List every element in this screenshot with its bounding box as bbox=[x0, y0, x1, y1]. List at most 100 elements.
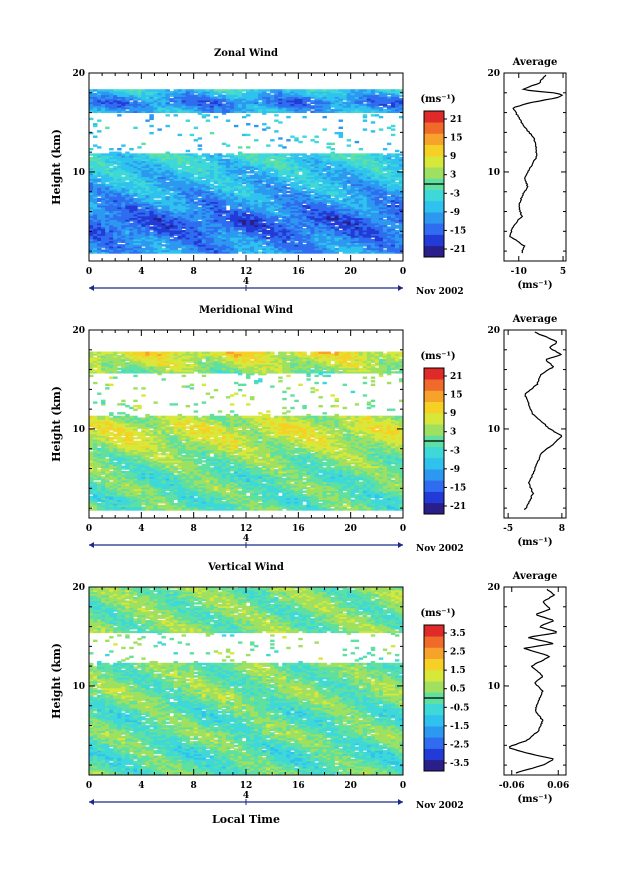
heatmap-cell bbox=[258, 229, 263, 233]
heatmap-cell bbox=[221, 215, 227, 219]
heatmap-cell bbox=[282, 221, 287, 224]
heatmap-cell bbox=[346, 251, 352, 254]
heatmap-cell bbox=[326, 222, 331, 226]
heatmap-cell bbox=[366, 162, 372, 165]
heatmap-cell bbox=[189, 242, 195, 245]
heatmap-cell bbox=[189, 165, 195, 169]
heatmap-cell bbox=[129, 172, 134, 176]
heatmap-cell bbox=[117, 233, 122, 236]
heatmap-cell bbox=[262, 240, 267, 243]
heatmap-cell bbox=[129, 156, 134, 160]
heatmap-cell bbox=[201, 196, 207, 199]
heatmap-cell bbox=[354, 206, 360, 210]
heatmap-cell bbox=[205, 206, 211, 210]
heatmap-cell bbox=[278, 101, 283, 105]
heatmap-cell bbox=[93, 197, 98, 201]
heatmap-cell bbox=[173, 217, 178, 220]
heatmap-cell bbox=[298, 156, 303, 160]
heatmap-cell bbox=[121, 245, 126, 249]
heatmap-cell bbox=[93, 101, 98, 105]
heatmap-cell bbox=[282, 156, 287, 160]
heatmap-cell bbox=[298, 208, 303, 211]
heatmap-cell bbox=[113, 221, 118, 224]
heatmap-cell bbox=[165, 178, 170, 181]
heatmap-cell bbox=[262, 155, 267, 158]
heatmap-cell bbox=[165, 249, 170, 252]
heatmap-cell bbox=[270, 167, 275, 170]
heatmap-cell bbox=[354, 197, 360, 201]
heatmap-cell bbox=[326, 169, 331, 172]
heatmap-cell bbox=[330, 185, 335, 188]
heatmap-cell bbox=[330, 105, 335, 108]
heatmap-cell bbox=[241, 185, 247, 188]
heatmap-cell bbox=[217, 231, 223, 235]
heatmap-cell bbox=[229, 192, 235, 195]
heatmap-cell bbox=[258, 247, 263, 251]
heatmap-cell bbox=[350, 110, 356, 113]
heatmap-cell bbox=[201, 240, 207, 243]
heatmap-cell bbox=[237, 169, 243, 172]
heatmap-cell bbox=[185, 183, 191, 186]
heatmap-cell bbox=[161, 199, 166, 203]
heatmap-cell bbox=[137, 169, 142, 172]
heatmap-cell bbox=[105, 235, 110, 238]
heatmap-cell bbox=[386, 169, 392, 172]
heatmap-cell bbox=[386, 233, 392, 236]
heatmap-cell bbox=[105, 251, 110, 254]
heatmap-cell bbox=[322, 208, 327, 211]
heatmap-cell bbox=[121, 103, 126, 106]
heatmap-cell bbox=[169, 98, 174, 101]
heatmap-cell bbox=[157, 98, 162, 101]
heatmap-cell bbox=[169, 229, 174, 233]
heatmap-cell bbox=[310, 101, 315, 105]
heatmap-cell bbox=[153, 176, 158, 179]
heatmap-cell bbox=[173, 206, 178, 210]
heatmap-cell bbox=[241, 222, 247, 226]
heatmap-cell bbox=[121, 185, 126, 188]
heatmap-cell bbox=[233, 208, 239, 211]
heatmap-cell bbox=[161, 219, 166, 222]
heatmap-cell bbox=[254, 245, 259, 249]
heatmap-cell bbox=[173, 165, 178, 169]
heatmap-cell bbox=[221, 238, 227, 242]
heatmap-cell bbox=[390, 222, 396, 226]
heatmap-cell bbox=[286, 171, 291, 174]
heatmap-cell bbox=[366, 240, 372, 243]
heatmap-cell bbox=[113, 172, 118, 176]
heatmap-cell bbox=[153, 178, 158, 181]
heatmap-cell bbox=[165, 192, 170, 195]
heatmap-cell bbox=[398, 103, 403, 106]
heatmap-cell bbox=[318, 108, 323, 112]
heatmap-cell bbox=[270, 242, 275, 245]
heatmap-cell bbox=[298, 107, 303, 110]
heatmap-cell bbox=[129, 212, 134, 215]
heatmap-cell bbox=[133, 208, 138, 211]
heatmap-cell bbox=[137, 249, 142, 252]
heatmap-cell bbox=[221, 247, 227, 251]
heatmap-cell bbox=[93, 238, 98, 242]
heatmap-cell bbox=[318, 153, 323, 156]
heatmap-cell bbox=[378, 158, 384, 162]
heatmap-cell bbox=[282, 181, 287, 185]
heatmap-cell bbox=[390, 153, 396, 156]
heatmap-cell bbox=[250, 205, 255, 208]
heatmap-cell bbox=[213, 185, 219, 188]
heatmap-cell bbox=[93, 174, 98, 178]
heatmap-cell bbox=[274, 247, 279, 251]
heatmap-cell bbox=[254, 194, 259, 197]
heatmap-cell bbox=[290, 247, 295, 251]
heatmap-cell bbox=[278, 107, 283, 110]
heatmap-cell bbox=[97, 185, 102, 188]
heatmap-cell bbox=[322, 169, 327, 172]
heatmap-cell bbox=[185, 208, 191, 211]
heatmap-cell bbox=[153, 233, 158, 236]
heatmap-cell bbox=[378, 221, 384, 224]
heatmap-cell bbox=[189, 235, 195, 238]
heatmap-cell bbox=[262, 101, 267, 105]
heatmap-cell bbox=[157, 210, 162, 213]
heatmap-cell bbox=[390, 215, 396, 219]
heatmap-cell bbox=[157, 160, 162, 163]
heatmap-cell bbox=[318, 180, 323, 183]
heatmap-cell bbox=[109, 96, 114, 99]
heatmap-cell bbox=[185, 217, 191, 220]
